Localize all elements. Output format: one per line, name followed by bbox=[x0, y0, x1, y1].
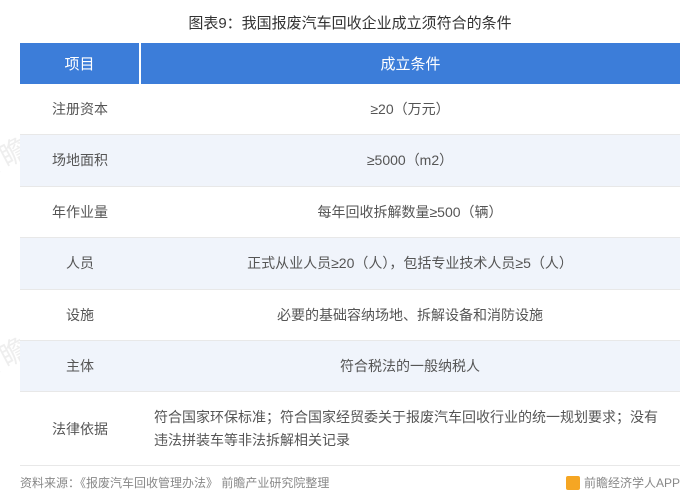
chart-title: 图表9：我国报废汽车回收企业成立须符合的条件 bbox=[0, 0, 700, 43]
cell-project: 法律依据 bbox=[20, 392, 140, 466]
brand-text: 前瞻经济学人APP bbox=[584, 474, 680, 491]
table-row: 设施 必要的基础容纳场地、拆解设备和消防设施 bbox=[20, 289, 680, 340]
table-row: 年作业量 每年回收拆解数量≥500（辆） bbox=[20, 186, 680, 237]
cell-project: 场地面积 bbox=[20, 135, 140, 186]
table-row: 场地面积 ≥5000（m2） bbox=[20, 135, 680, 186]
table-row: 法律依据 符合国家环保标准；符合国家经贸委关于报废汽车回收行业的统一规划要求；没… bbox=[20, 392, 680, 466]
cell-condition: 正式从业人员≥20（人），包括专业技术人员≥5（人） bbox=[140, 238, 680, 289]
cell-condition: 每年回收拆解数量≥500（辆） bbox=[140, 186, 680, 237]
table-header-row: 项目 成立条件 bbox=[20, 43, 680, 84]
requirements-table: 项目 成立条件 注册资本 ≥20（万元） 场地面积 ≥5000（m2） 年作业量… bbox=[20, 43, 680, 466]
brand-label: 前瞻经济学人APP bbox=[566, 474, 680, 491]
cell-project: 主体 bbox=[20, 340, 140, 391]
cell-project: 人员 bbox=[20, 238, 140, 289]
cell-project: 注册资本 bbox=[20, 84, 140, 135]
table-row: 主体 符合税法的一般纳税人 bbox=[20, 340, 680, 391]
table-body: 注册资本 ≥20（万元） 场地面积 ≥5000（m2） 年作业量 每年回收拆解数… bbox=[20, 84, 680, 466]
cell-condition: ≥20（万元） bbox=[140, 84, 680, 135]
cell-project: 设施 bbox=[20, 289, 140, 340]
cell-condition: 符合国家环保标准；符合国家经贸委关于报废汽车回收行业的统一规划要求；没有违法拼装… bbox=[140, 392, 680, 466]
cell-condition: 符合税法的一般纳税人 bbox=[140, 340, 680, 391]
table-container: 项目 成立条件 注册资本 ≥20（万元） 场地面积 ≥5000（m2） 年作业量… bbox=[20, 43, 680, 466]
source-text: 资料来源：《报废汽车回收管理办法》 前瞻产业研究院整理 bbox=[20, 474, 329, 491]
cell-condition: ≥5000（m2） bbox=[140, 135, 680, 186]
cell-condition: 必要的基础容纳场地、拆解设备和消防设施 bbox=[140, 289, 680, 340]
footer: 资料来源：《报废汽车回收管理办法》 前瞻产业研究院整理 前瞻经济学人APP bbox=[20, 474, 680, 491]
header-project: 项目 bbox=[20, 43, 140, 84]
table-row: 人员 正式从业人员≥20（人），包括专业技术人员≥5（人） bbox=[20, 238, 680, 289]
header-condition: 成立条件 bbox=[140, 43, 680, 84]
brand-icon bbox=[566, 476, 580, 490]
table-row: 注册资本 ≥20（万元） bbox=[20, 84, 680, 135]
cell-project: 年作业量 bbox=[20, 186, 140, 237]
